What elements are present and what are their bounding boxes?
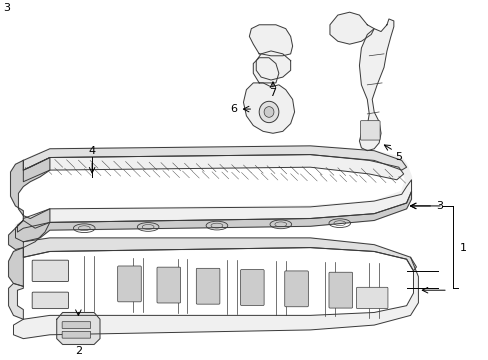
Polygon shape [359, 19, 393, 151]
FancyBboxPatch shape [157, 267, 180, 303]
Polygon shape [23, 180, 411, 228]
Polygon shape [256, 51, 290, 80]
Ellipse shape [264, 107, 273, 117]
Text: 5: 5 [394, 153, 402, 162]
Ellipse shape [259, 101, 278, 123]
Text: 6: 6 [230, 104, 237, 114]
Polygon shape [9, 248, 23, 286]
FancyBboxPatch shape [360, 121, 379, 140]
Text: 7: 7 [269, 87, 276, 98]
FancyBboxPatch shape [356, 287, 387, 309]
FancyBboxPatch shape [32, 292, 68, 309]
Polygon shape [23, 146, 406, 170]
FancyBboxPatch shape [32, 260, 68, 282]
Text: 3: 3 [435, 201, 442, 211]
Polygon shape [329, 12, 373, 44]
Polygon shape [249, 25, 292, 56]
FancyBboxPatch shape [328, 272, 352, 308]
Polygon shape [57, 312, 100, 345]
Polygon shape [9, 157, 50, 249]
Text: 2: 2 [75, 346, 82, 356]
Polygon shape [23, 238, 416, 271]
Text: 3: 3 [3, 3, 10, 13]
Polygon shape [23, 154, 403, 182]
Polygon shape [16, 146, 411, 235]
Text: 4: 4 [88, 146, 96, 156]
Polygon shape [9, 283, 23, 319]
Polygon shape [253, 58, 278, 83]
FancyBboxPatch shape [62, 322, 90, 328]
FancyBboxPatch shape [240, 270, 264, 305]
Polygon shape [243, 83, 294, 133]
FancyBboxPatch shape [62, 331, 90, 338]
Text: 1: 1 [459, 243, 466, 253]
FancyBboxPatch shape [196, 268, 220, 304]
FancyBboxPatch shape [284, 271, 308, 307]
Polygon shape [14, 238, 418, 339]
Polygon shape [16, 192, 411, 242]
FancyBboxPatch shape [118, 266, 141, 302]
